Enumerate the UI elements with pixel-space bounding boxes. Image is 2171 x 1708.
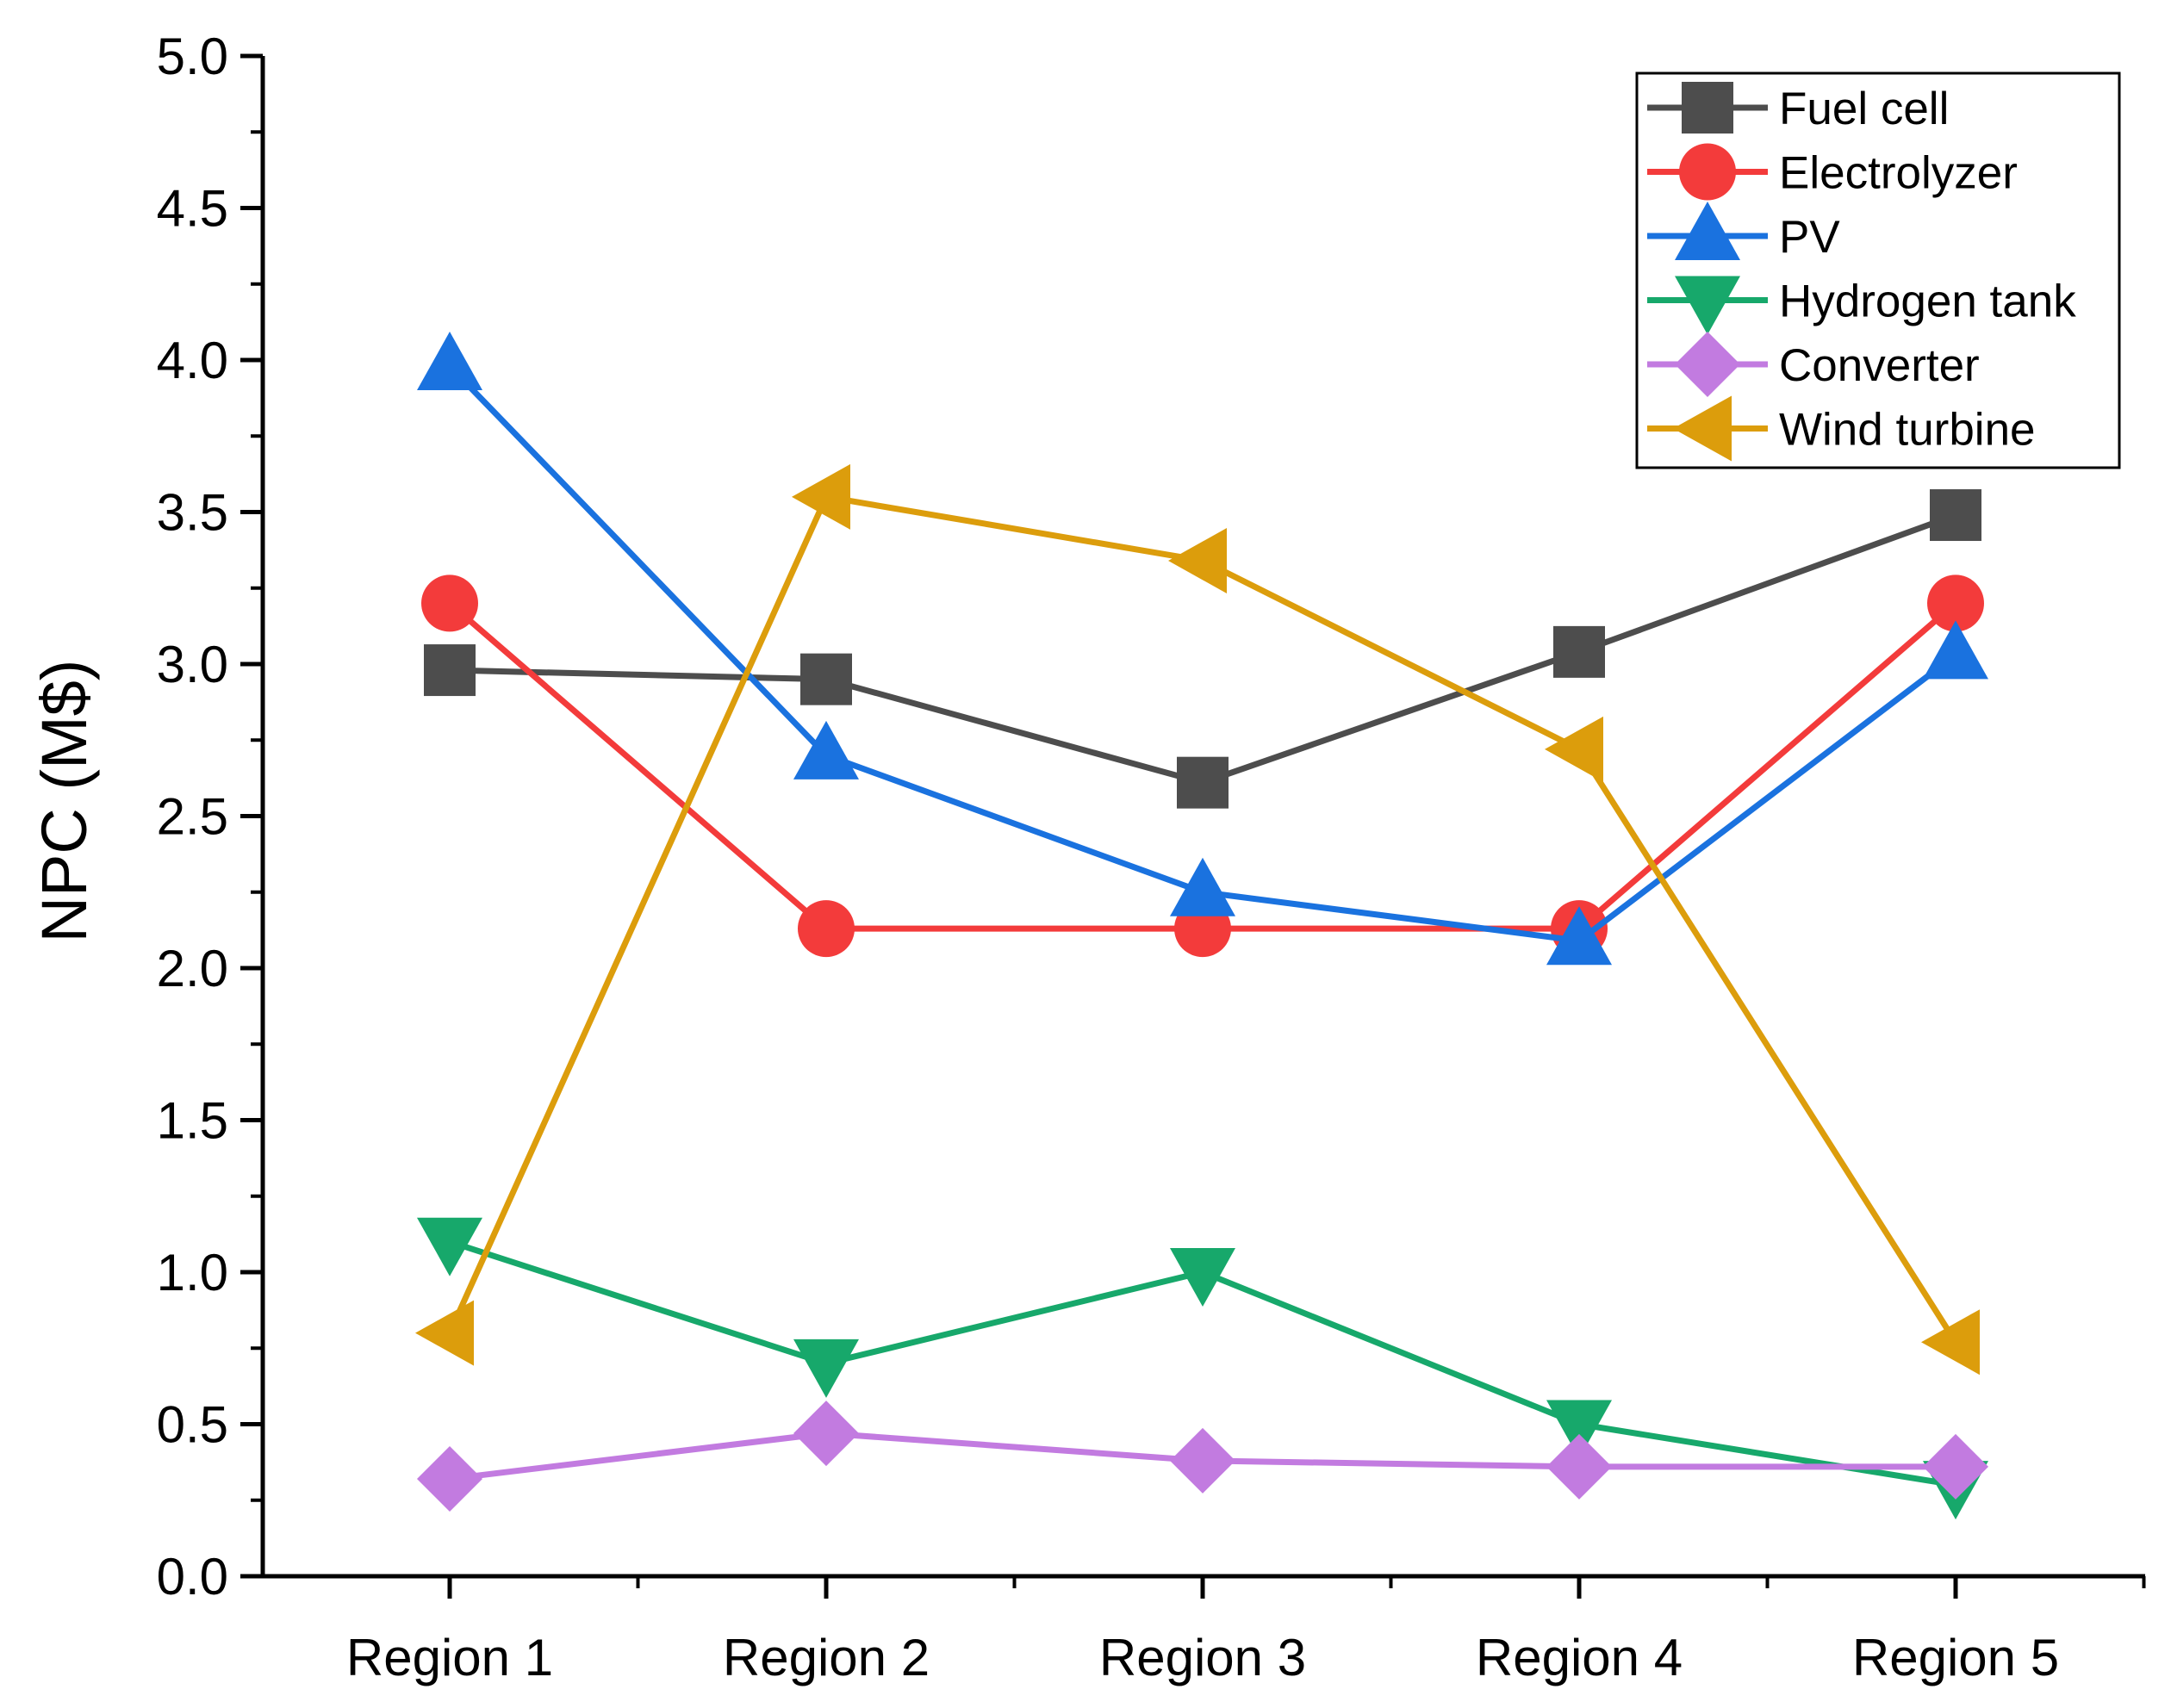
data-point (1553, 625, 1605, 678)
data-point (1170, 1427, 1235, 1494)
legend-marker (1679, 143, 1736, 201)
y-tick-label: 2.5 (157, 788, 228, 846)
legend-marker (1675, 202, 1740, 260)
x-tick-label: Region 1 (346, 1629, 553, 1686)
legend-marker (1675, 332, 1740, 397)
y-tick-label: 1.5 (157, 1092, 228, 1150)
y-tick-label: 1.0 (157, 1244, 228, 1301)
legend: Fuel cell Electrolyzer PV Hydrogen tank Conv… (1635, 71, 2121, 469)
legend-entry: Converter (1647, 332, 1980, 397)
data-point (793, 1401, 859, 1467)
y-tick-label: 3.5 (157, 484, 228, 542)
x-tick-label: Region 3 (1099, 1629, 1306, 1686)
data-point (1177, 756, 1229, 809)
data-point (793, 720, 859, 779)
legend-label: PV (1779, 212, 1840, 263)
legend-label: Wind turbine (1779, 405, 2036, 456)
y-tick-label: 0.5 (157, 1396, 228, 1454)
legend-marker (1673, 395, 1732, 462)
data-point (417, 332, 482, 391)
series-converter (417, 1401, 1988, 1512)
series-wind-turbine (415, 463, 1980, 1376)
legend-entry: Wind turbine (1647, 395, 2036, 462)
series-layer (415, 332, 1988, 1520)
data-point (1168, 527, 1227, 593)
x-tick-label: Region 2 (723, 1629, 930, 1686)
axes-layer: 0.0 0.5 1.0 1.5 2.0 2.5 3.0 3.5 4.0 4.5 5.0 Region … (157, 28, 2146, 1686)
series-fuel-cell (424, 489, 1981, 809)
y-axis-title: NPC (M$) (28, 660, 100, 943)
legend-label: Hydrogen tank (1779, 276, 2076, 327)
data-point (1927, 575, 1984, 632)
data-point (1546, 1400, 1612, 1459)
legend-box (1635, 71, 2121, 469)
y-tick-label: 4.5 (157, 180, 228, 238)
legend-entry: Hydrogen tank (1647, 276, 2076, 335)
y-tick-label: 4.0 (157, 332, 228, 389)
data-point (793, 1338, 859, 1398)
data-point (800, 653, 852, 705)
legend-label: Converter (1779, 340, 1980, 391)
data-point (1546, 1433, 1612, 1500)
data-point (417, 1217, 482, 1276)
data-point (421, 575, 478, 632)
data-point (792, 463, 850, 530)
legend-entry: Electrolyzer (1647, 143, 2018, 201)
data-point (417, 1446, 482, 1512)
data-point (798, 900, 855, 958)
y-tick-label: 2.0 (157, 940, 228, 997)
data-point (1170, 857, 1235, 916)
data-point (1170, 1248, 1235, 1307)
y-tick-label: 0.0 (157, 1548, 228, 1606)
data-point (1546, 906, 1612, 966)
legend-label: Fuel cell (1779, 84, 1949, 134)
data-point (424, 644, 476, 697)
legend-marker (1682, 82, 1733, 134)
data-point (1923, 620, 1988, 680)
y-tick-label: 5.0 (157, 28, 228, 85)
data-point (415, 1300, 474, 1366)
data-point (1923, 1433, 1988, 1500)
legend-entry: PV (1647, 202, 1840, 263)
legend-entry: Fuel cell (1647, 82, 1949, 134)
data-point (1921, 1309, 1980, 1376)
x-tick-label: Region 4 (1476, 1629, 1683, 1686)
legend-label: Electrolyzer (1779, 148, 2018, 199)
data-point (1930, 489, 1981, 542)
data-point (1545, 716, 1603, 782)
series-pv (417, 332, 1988, 966)
legend-marker (1675, 276, 1740, 335)
x-tick-label: Region 5 (1852, 1629, 2059, 1686)
y-tick-label: 3.0 (157, 636, 228, 693)
